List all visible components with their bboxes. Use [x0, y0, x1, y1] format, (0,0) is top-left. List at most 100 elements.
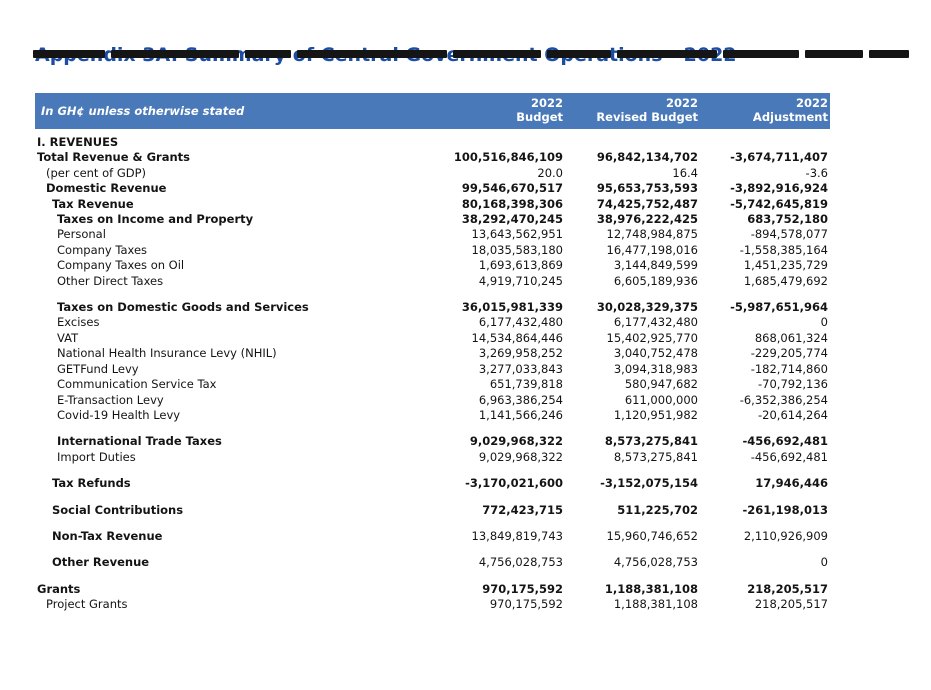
- table-row: Total Revenue & Grants 100,516,846,109 96,…: [35, 150, 830, 165]
- adjustment-value: 218,205,517: [747, 581, 828, 596]
- row-label: Total Revenue & Grants: [37, 150, 190, 165]
- adjustment-value: 2,110,926,909: [743, 528, 828, 543]
- row-label: Project Grants: [46, 597, 128, 612]
- adjustment-value: 1,451,235,729: [743, 258, 828, 273]
- clipped-fragment: [805, 50, 863, 58]
- revised-budget-value: 4,756,028,753: [613, 555, 698, 570]
- table-row: Other Direct Taxes 4,919,710,245 6,605,189…: [35, 274, 830, 289]
- row-label: Social Contributions: [52, 502, 184, 517]
- table-row: Company Taxes 18,035,583,180 16,477,198,01…: [35, 243, 830, 258]
- table-row: E-Transaction Levy 6,963,386,254 611,000,0…: [35, 393, 830, 408]
- row-label: Other Direct Taxes: [57, 273, 164, 288]
- budget-value: 970,175,592: [489, 597, 563, 612]
- clipped-fragment: [245, 50, 291, 58]
- adjustment-value: -3,892,916,924: [730, 181, 828, 196]
- budget-value: 6,963,386,254: [478, 392, 563, 407]
- row-label: GETFund Levy: [57, 361, 139, 376]
- revised-budget-value: 1,188,381,108: [613, 597, 698, 612]
- budget-value: 14,534,864,446: [471, 330, 563, 345]
- revised-budget-value: [565, 135, 700, 150]
- revised-budget-value: 30,028,329,375: [596, 300, 698, 315]
- adjustment-value: -3.6: [805, 165, 828, 180]
- adjustment-value: -182,714,860: [750, 361, 828, 376]
- revised-budget-value: 74,425,752,487: [596, 196, 698, 211]
- row-label: Company Taxes: [57, 242, 148, 257]
- table-row: Project Grants 970,175,592 1,188,381,108 21…: [35, 597, 830, 612]
- table-row: GETFund Levy 3,277,033,843 3,094,318,983 -1…: [35, 362, 830, 377]
- revised-budget-value: 96,842,134,702: [596, 150, 698, 165]
- row-label: Grants: [37, 581, 81, 596]
- clipped-fragment: [453, 50, 541, 58]
- adjustment-value: -5,742,645,819: [730, 196, 828, 211]
- column-header-budget: 2022 Budget: [400, 96, 565, 124]
- revised-budget-value: 611,000,000: [624, 392, 698, 407]
- adjustment-value: -261,198,013: [742, 502, 828, 517]
- row-label: International Trade Taxes: [57, 434, 222, 449]
- table-row: Tax Revenue 80,168,398,306 74,425,752,487 -…: [35, 197, 830, 212]
- budget-value: 970,175,592: [482, 581, 563, 596]
- table-row: Domestic Revenue 99,546,670,517 95,653,753…: [35, 181, 830, 196]
- clipped-fragment: [33, 50, 105, 58]
- adjustment-value: -1,558,385,164: [739, 242, 828, 257]
- budget-value: -3,170,021,600: [465, 476, 563, 491]
- row-label: Taxes on Income and Property: [57, 212, 254, 227]
- budget-value: 20.0: [537, 165, 563, 180]
- table-row: Import Duties 9,029,968,322 8,573,275,841 -…: [35, 450, 830, 465]
- budget-value: 99,546,670,517: [461, 181, 563, 196]
- summary-table: In GH¢ unless otherwise stated 2022 Budge…: [35, 93, 830, 613]
- adjustment-value: -894,578,077: [750, 227, 828, 242]
- revised-budget-value: 16.4: [672, 165, 698, 180]
- budget-value: 6,177,432,480: [478, 315, 563, 330]
- row-label: Taxes on Domestic Goods and Services: [57, 300, 309, 315]
- table-header: In GH¢ unless otherwise stated 2022 Budge…: [35, 93, 830, 129]
- adjustment-value: [700, 135, 830, 150]
- revised-budget-value: 16,477,198,016: [606, 242, 698, 257]
- column-label: Adjustment: [752, 109, 828, 124]
- budget-value: 772,423,715: [482, 502, 563, 517]
- clipped-fragment: [297, 50, 447, 58]
- column-year: 2022: [795, 96, 828, 110]
- revised-budget-value: -3,152,075,154: [600, 476, 698, 491]
- column-year: 2022: [665, 96, 698, 110]
- revised-budget-value: 8,573,275,841: [604, 434, 698, 449]
- adjustment-value: -6,352,386,254: [739, 392, 828, 407]
- row-label: Excises: [57, 315, 100, 330]
- document-page: { "page": { "title": "Appendix 3A: Summa…: [0, 44, 931, 690]
- column-header-adjustment: 2022 Adjustment: [700, 96, 830, 124]
- budget-value: 9,029,968,322: [478, 449, 563, 464]
- row-label: Import Duties: [57, 449, 136, 464]
- adjustment-value: -20,614,264: [758, 407, 828, 422]
- adjustment-value: 868,061,324: [754, 330, 828, 345]
- clipped-fragment: [617, 50, 717, 58]
- row-label: E-Transaction Levy: [57, 392, 164, 407]
- table-row: Social Contributions 772,423,715 511,225,7…: [35, 503, 830, 518]
- row-label: Company Taxes on Oil: [57, 258, 185, 273]
- column-label: Budget: [516, 109, 563, 124]
- adjustment-value: 0: [820, 555, 828, 570]
- row-label: National Health Insurance Levy (NHIL): [57, 346, 277, 361]
- row-label: Domestic Revenue: [46, 181, 167, 196]
- table-row: Taxes on Income and Property 38,292,470,2…: [35, 212, 830, 227]
- adjustment-value: 1,685,479,692: [743, 273, 828, 288]
- table-row: VAT 14,534,864,446 15,402,925,770 868,061,3…: [35, 331, 830, 346]
- revised-budget-value: 6,605,189,936: [613, 273, 698, 288]
- budget-value: 9,029,968,322: [469, 434, 563, 449]
- budget-value: 13,849,819,743: [471, 528, 563, 543]
- adjustment-value: 218,205,517: [754, 597, 828, 612]
- budget-value: 3,277,033,843: [478, 361, 563, 376]
- adjustment-value: 17,946,446: [755, 476, 828, 491]
- column-label: Revised Budget: [596, 109, 698, 124]
- adjustment-value: -3,674,711,407: [730, 150, 828, 165]
- budget-value: 4,756,028,753: [478, 555, 563, 570]
- budget-value: 13,643,562,951: [471, 227, 563, 242]
- table-row: Non-Tax Revenue 13,849,819,743 15,960,746,…: [35, 529, 830, 544]
- budget-value: 651,739,818: [489, 377, 563, 392]
- budget-value: 1,693,613,869: [478, 258, 563, 273]
- column-header-revised-budget: 2022 Revised Budget: [565, 96, 700, 124]
- table-row: Company Taxes on Oil 1,693,613,869 3,144,8…: [35, 258, 830, 273]
- table-row: Taxes on Domestic Goods and Services 36,0…: [35, 300, 830, 315]
- adjustment-value: -456,692,481: [750, 449, 828, 464]
- clipped-fragment: [869, 50, 909, 58]
- adjustment-value: -456,692,481: [742, 434, 828, 449]
- table-row: Communication Service Tax 651,739,818 580,…: [35, 377, 830, 392]
